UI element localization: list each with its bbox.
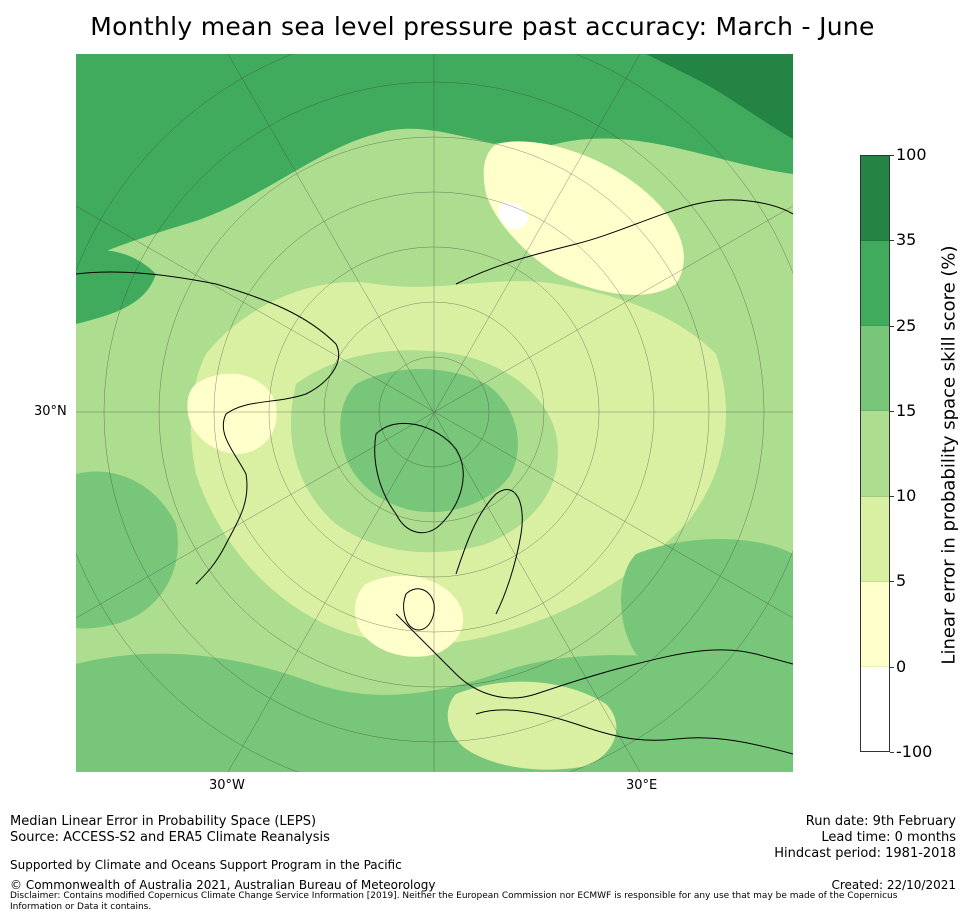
eurasia-coast <box>455 199 793 285</box>
created-date: Created: 22/10/2021 <box>831 878 956 892</box>
colorbar-segment <box>861 241 889 327</box>
skill-regions <box>76 54 793 772</box>
polar-map <box>76 54 793 772</box>
mediterranean-coast <box>475 709 793 755</box>
footer-source: Source: ACCESS-S2 and ERA5 Climate Reana… <box>10 830 330 845</box>
colorbar-tick-mark <box>890 240 894 242</box>
greenland-coast <box>374 422 464 534</box>
colorbar-tick-mark <box>890 581 894 583</box>
colorbar-tick-mark <box>890 155 894 156</box>
scandinavia-coast <box>455 489 523 615</box>
colorbar-tick-label: 10 <box>896 486 917 506</box>
disclaimer: Disclaimer: Contains modified Copernicus… <box>10 891 898 912</box>
colorbar-segment <box>861 326 889 412</box>
colorbar-segment <box>861 666 889 751</box>
region-palest-2 <box>354 575 464 657</box>
colorbar-tick-label: 35 <box>896 230 917 250</box>
colorbar-tick-label: 15 <box>896 400 917 420</box>
colorbar-segment <box>861 496 889 582</box>
region-white-patch <box>498 202 528 230</box>
colorbar-tick-mark <box>890 410 894 412</box>
colorbar <box>860 155 890 752</box>
map-svg <box>76 54 793 772</box>
colorbar-tick-mark <box>890 666 894 668</box>
region-palest-1 <box>483 141 684 295</box>
footer-method: Median Linear Error in Probability Space… <box>10 814 317 829</box>
colorbar-segment <box>861 156 889 242</box>
footer-left: Median Linear Error in Probability Space… <box>10 814 330 846</box>
hindcast-period: Hindcast period: 1981-2018 <box>774 846 956 861</box>
colorbar-tick-mark <box>890 325 894 327</box>
footer-right: Run date: 9th February Lead time: 0 mont… <box>774 814 956 862</box>
colorbar-tick-mark <box>890 496 894 498</box>
run-date: Run date: 9th February <box>805 814 956 829</box>
colorbar-tick-mark <box>890 752 894 753</box>
region-south-green <box>76 653 793 772</box>
colorbar-tick-label: -100 <box>896 742 933 761</box>
colorbar-tick-label: 0 <box>896 656 907 676</box>
lon-label-30e: 30°E <box>626 778 658 793</box>
supported-by: Supported by Climate and Oceans Support … <box>10 858 402 872</box>
region-top-right-dark <box>646 54 793 139</box>
region-arctic-green <box>340 369 518 513</box>
colorbar-tick-label: 100 <box>896 145 927 164</box>
colorbar-segment <box>861 581 889 667</box>
north-america-coast <box>76 271 340 585</box>
region-left-green <box>76 250 156 324</box>
graticule <box>76 54 793 772</box>
region-bottom-pale <box>447 681 617 770</box>
colorbar-segment <box>861 411 889 497</box>
british-isles <box>403 588 435 631</box>
region-left-lower <box>76 471 178 629</box>
region-palest-3 <box>187 373 277 454</box>
lat-label-30n: 30°N <box>34 404 67 419</box>
chart-title: Monthly mean sea level pressure past acc… <box>90 12 875 41</box>
colorbar-label: Linear error in probability space skill … <box>938 245 960 665</box>
europe-coast <box>395 613 793 699</box>
coastlines <box>76 199 793 755</box>
lead-time: Lead time: 0 months <box>821 830 956 845</box>
region-top-band <box>76 54 793 264</box>
lon-label-30w: 30°W <box>209 778 245 793</box>
copyright: © Commonwealth of Australia 2021, Austra… <box>10 878 436 892</box>
colorbar-tick-label: 5 <box>896 571 907 591</box>
colorbar-tick-label: 25 <box>896 315 917 335</box>
